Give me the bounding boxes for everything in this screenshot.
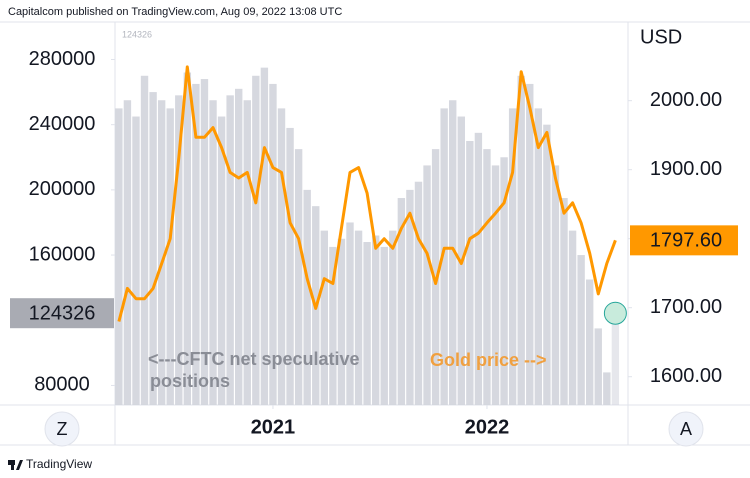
y2-tick-label: 2000.00 (650, 89, 722, 111)
annotation: Gold price --> (430, 350, 547, 370)
bar (123, 100, 132, 405)
bar (243, 100, 251, 405)
y2-tick-label: 1600.00 (650, 365, 722, 387)
bar (132, 116, 140, 406)
bar (551, 165, 560, 405)
last-price-box (630, 225, 738, 256)
bar (508, 108, 517, 405)
plot (115, 65, 620, 406)
y-tick-label: 200000 (29, 178, 96, 200)
bar (431, 149, 440, 405)
bar (568, 230, 577, 405)
bar (397, 198, 406, 405)
bar (526, 83, 534, 405)
last-value-box (10, 298, 114, 329)
y2-tick-label: 1700.00 (650, 296, 722, 318)
bar (226, 95, 234, 405)
logo (8, 460, 23, 470)
last-value-marker (603, 301, 627, 325)
button-label[interactable]: A (680, 419, 692, 439)
annotation: <---CFTC net speculative (148, 349, 360, 369)
bar (337, 238, 346, 405)
bar (329, 246, 337, 405)
bar (371, 235, 380, 405)
last-value-label: 124326 (29, 302, 96, 324)
bar (200, 79, 209, 406)
bar (346, 222, 354, 405)
bar (517, 75, 525, 405)
y-tick-label: 160000 (29, 243, 96, 265)
button-label[interactable]: Z (57, 419, 68, 439)
bar (277, 108, 286, 405)
x-tick-label: 2022 (465, 416, 510, 438)
bar (209, 100, 217, 405)
bar (603, 372, 611, 405)
bar (157, 100, 166, 405)
bar (543, 124, 551, 405)
bar (286, 127, 294, 406)
bar (269, 83, 277, 405)
button[interactable] (668, 411, 704, 447)
bar (166, 108, 174, 405)
bar (491, 165, 500, 405)
bar (294, 149, 303, 405)
annotation: positions (150, 371, 230, 391)
footer: TradingView (26, 457, 92, 471)
bar (140, 75, 149, 405)
bar (449, 100, 457, 405)
y-tick-label: 280000 (29, 48, 96, 70)
bar (500, 157, 508, 405)
y-tick-label: 240000 (29, 113, 96, 135)
bar (363, 242, 371, 405)
bar (354, 230, 363, 405)
y-tick-label: 80000 (34, 374, 90, 396)
bar (149, 92, 157, 406)
bar (423, 165, 431, 405)
bar (414, 181, 423, 405)
bar (440, 108, 448, 405)
bar (585, 279, 594, 405)
bar (389, 230, 397, 405)
bar (380, 246, 388, 405)
x-tick-label: 2021 (251, 416, 296, 438)
bar (192, 83, 200, 405)
header: Capitalcom published on TradingView.com,… (8, 6, 342, 18)
bar (260, 67, 269, 406)
bar (406, 189, 414, 405)
bar (252, 75, 260, 405)
bar (175, 95, 183, 405)
y2-unit: USD (640, 26, 682, 48)
bar (560, 198, 568, 405)
bar (611, 313, 620, 405)
last-price-label: 1797.60 (650, 230, 722, 252)
bar (183, 72, 192, 405)
bar (594, 328, 602, 405)
bar (577, 255, 585, 405)
line (117, 65, 617, 322)
top-value-label: 124326 (122, 29, 152, 39)
y2-tick-label: 1900.00 (650, 158, 722, 180)
bar (303, 189, 311, 405)
bar (534, 108, 543, 405)
bar (217, 116, 226, 406)
bar (483, 149, 491, 405)
bar (235, 88, 243, 405)
bar (474, 132, 483, 405)
bar (320, 230, 329, 405)
bar (115, 108, 123, 405)
button[interactable] (44, 411, 80, 447)
bar (466, 140, 474, 405)
